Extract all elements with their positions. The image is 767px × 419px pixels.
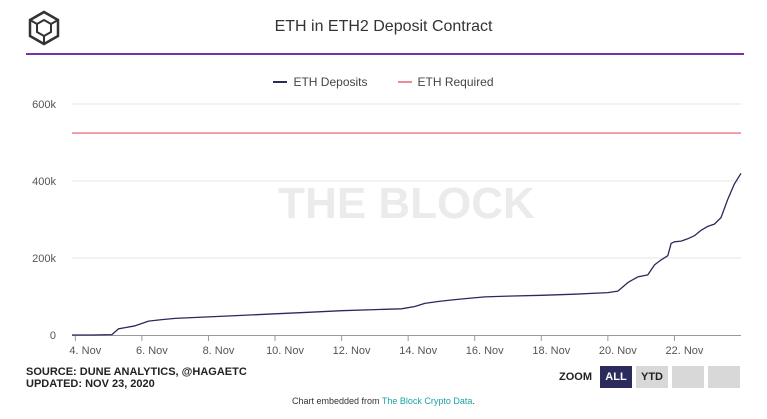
x-tick-label: 8. Nov [203,345,235,357]
the-block-logo-icon [28,10,60,46]
title-divider [26,53,744,55]
source-text: SOURCE: DUNE ANALYTICS, @HAGAETC [26,366,247,378]
y-tick-label: 0 [50,330,56,342]
x-tick-label: 14. Nov [399,345,437,357]
x-tick-label: 16. Nov [466,345,504,357]
y-tick-label: 200k [32,253,56,265]
x-tick-label: 6. Nov [136,345,168,357]
legend-item-eth-required[interactable]: ETH Required [397,75,494,89]
embed-note: Chart embedded from The Block Crypto Dat… [0,396,767,406]
watermark-text: THE BLOCK [278,179,535,228]
x-tick-label: 20. Nov [599,345,637,357]
embed-suffix: . [472,396,475,406]
legend-label-eth-required: ETH Required [417,75,494,89]
zoom-label: ZOOM [559,371,592,383]
footer-source-block: SOURCE: DUNE ANALYTICS, @HAGAETC UPDATED… [26,366,247,390]
embed-prefix: Chart embedded from [292,396,380,406]
chart-legend: ETH Deposits ETH Required [0,75,767,89]
legend-swatch-eth-deposits [273,81,288,83]
legend-swatch-eth-required [397,81,412,83]
x-tick-label: 18. Nov [532,345,570,357]
zoom-all-button[interactable]: ALL [600,366,632,388]
embed-link[interactable]: The Block Crypto Data [381,396,473,406]
legend-item-eth-deposits[interactable]: ETH Deposits [273,75,368,89]
x-tick-label: 12. Nov [333,345,371,357]
x-tick-label: 10. Nov [266,345,304,357]
zoom-blank-button-2[interactable] [708,366,740,388]
zoom-blank-button-1[interactable] [672,366,704,388]
y-tick-label: 400k [32,176,56,188]
zoom-ytd-button[interactable]: YTD [636,366,668,388]
y-tick-label: 600k [32,99,56,111]
x-tick-label: 22. Nov [665,345,703,357]
updated-text: UPDATED: NOV 23, 2020 [26,378,155,390]
zoom-controls: ZOOM ALL YTD [559,366,740,388]
chart-title: ETH in ETH2 Deposit Contract [274,18,493,35]
legend-label-eth-deposits: ETH Deposits [293,75,368,89]
x-tick-label: 4. Nov [69,345,101,357]
series-line-eth-deposits [72,172,742,336]
